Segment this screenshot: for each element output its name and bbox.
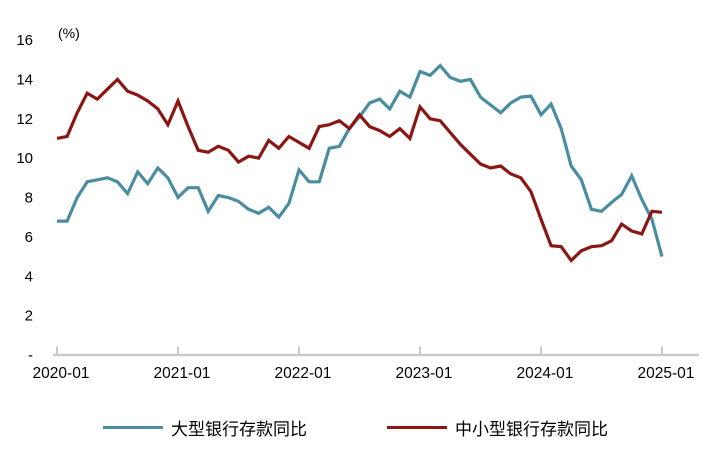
x-tick-label: 2020-01 <box>33 365 90 382</box>
x-tick-label: 2025-01 <box>638 365 695 382</box>
y-tick-label: 6 <box>25 229 33 246</box>
y-tick-label: 10 <box>16 150 33 167</box>
legend-label-large-banks: 大型银行存款同比 <box>171 420 307 439</box>
large-banks-line-swatch <box>103 426 163 429</box>
y-tick-label: 4 <box>25 268 33 285</box>
y-tick-label: - <box>28 347 33 364</box>
y-tick-label: 12 <box>16 111 33 128</box>
x-tick-label: 2024-01 <box>517 365 574 382</box>
legend-label-small-medium-banks: 中小型银行存款同比 <box>455 420 608 439</box>
series-line-1 <box>56 77 663 263</box>
x-tick-label: 2023-01 <box>396 365 453 382</box>
y-tick-label: 14 <box>16 71 33 88</box>
series-line-0 <box>57 63 664 258</box>
small-medium-banks-line-swatch <box>387 426 447 429</box>
x-tick-label: 2021-01 <box>154 365 211 382</box>
y-tick-label: 16 <box>16 32 33 49</box>
y-tick-label: 2 <box>25 308 33 325</box>
x-tick-label: 2022-01 <box>275 365 332 382</box>
y-axis-unit-label: (%) <box>58 25 80 41</box>
legend-item-large-banks: 大型银行存款同比 <box>103 415 307 440</box>
legend-item-small-medium-banks: 中小型银行存款同比 <box>387 415 608 440</box>
y-tick-label: 8 <box>25 190 33 207</box>
chart-legend: 大型银行存款同比 中小型银行存款同比 <box>0 415 711 440</box>
